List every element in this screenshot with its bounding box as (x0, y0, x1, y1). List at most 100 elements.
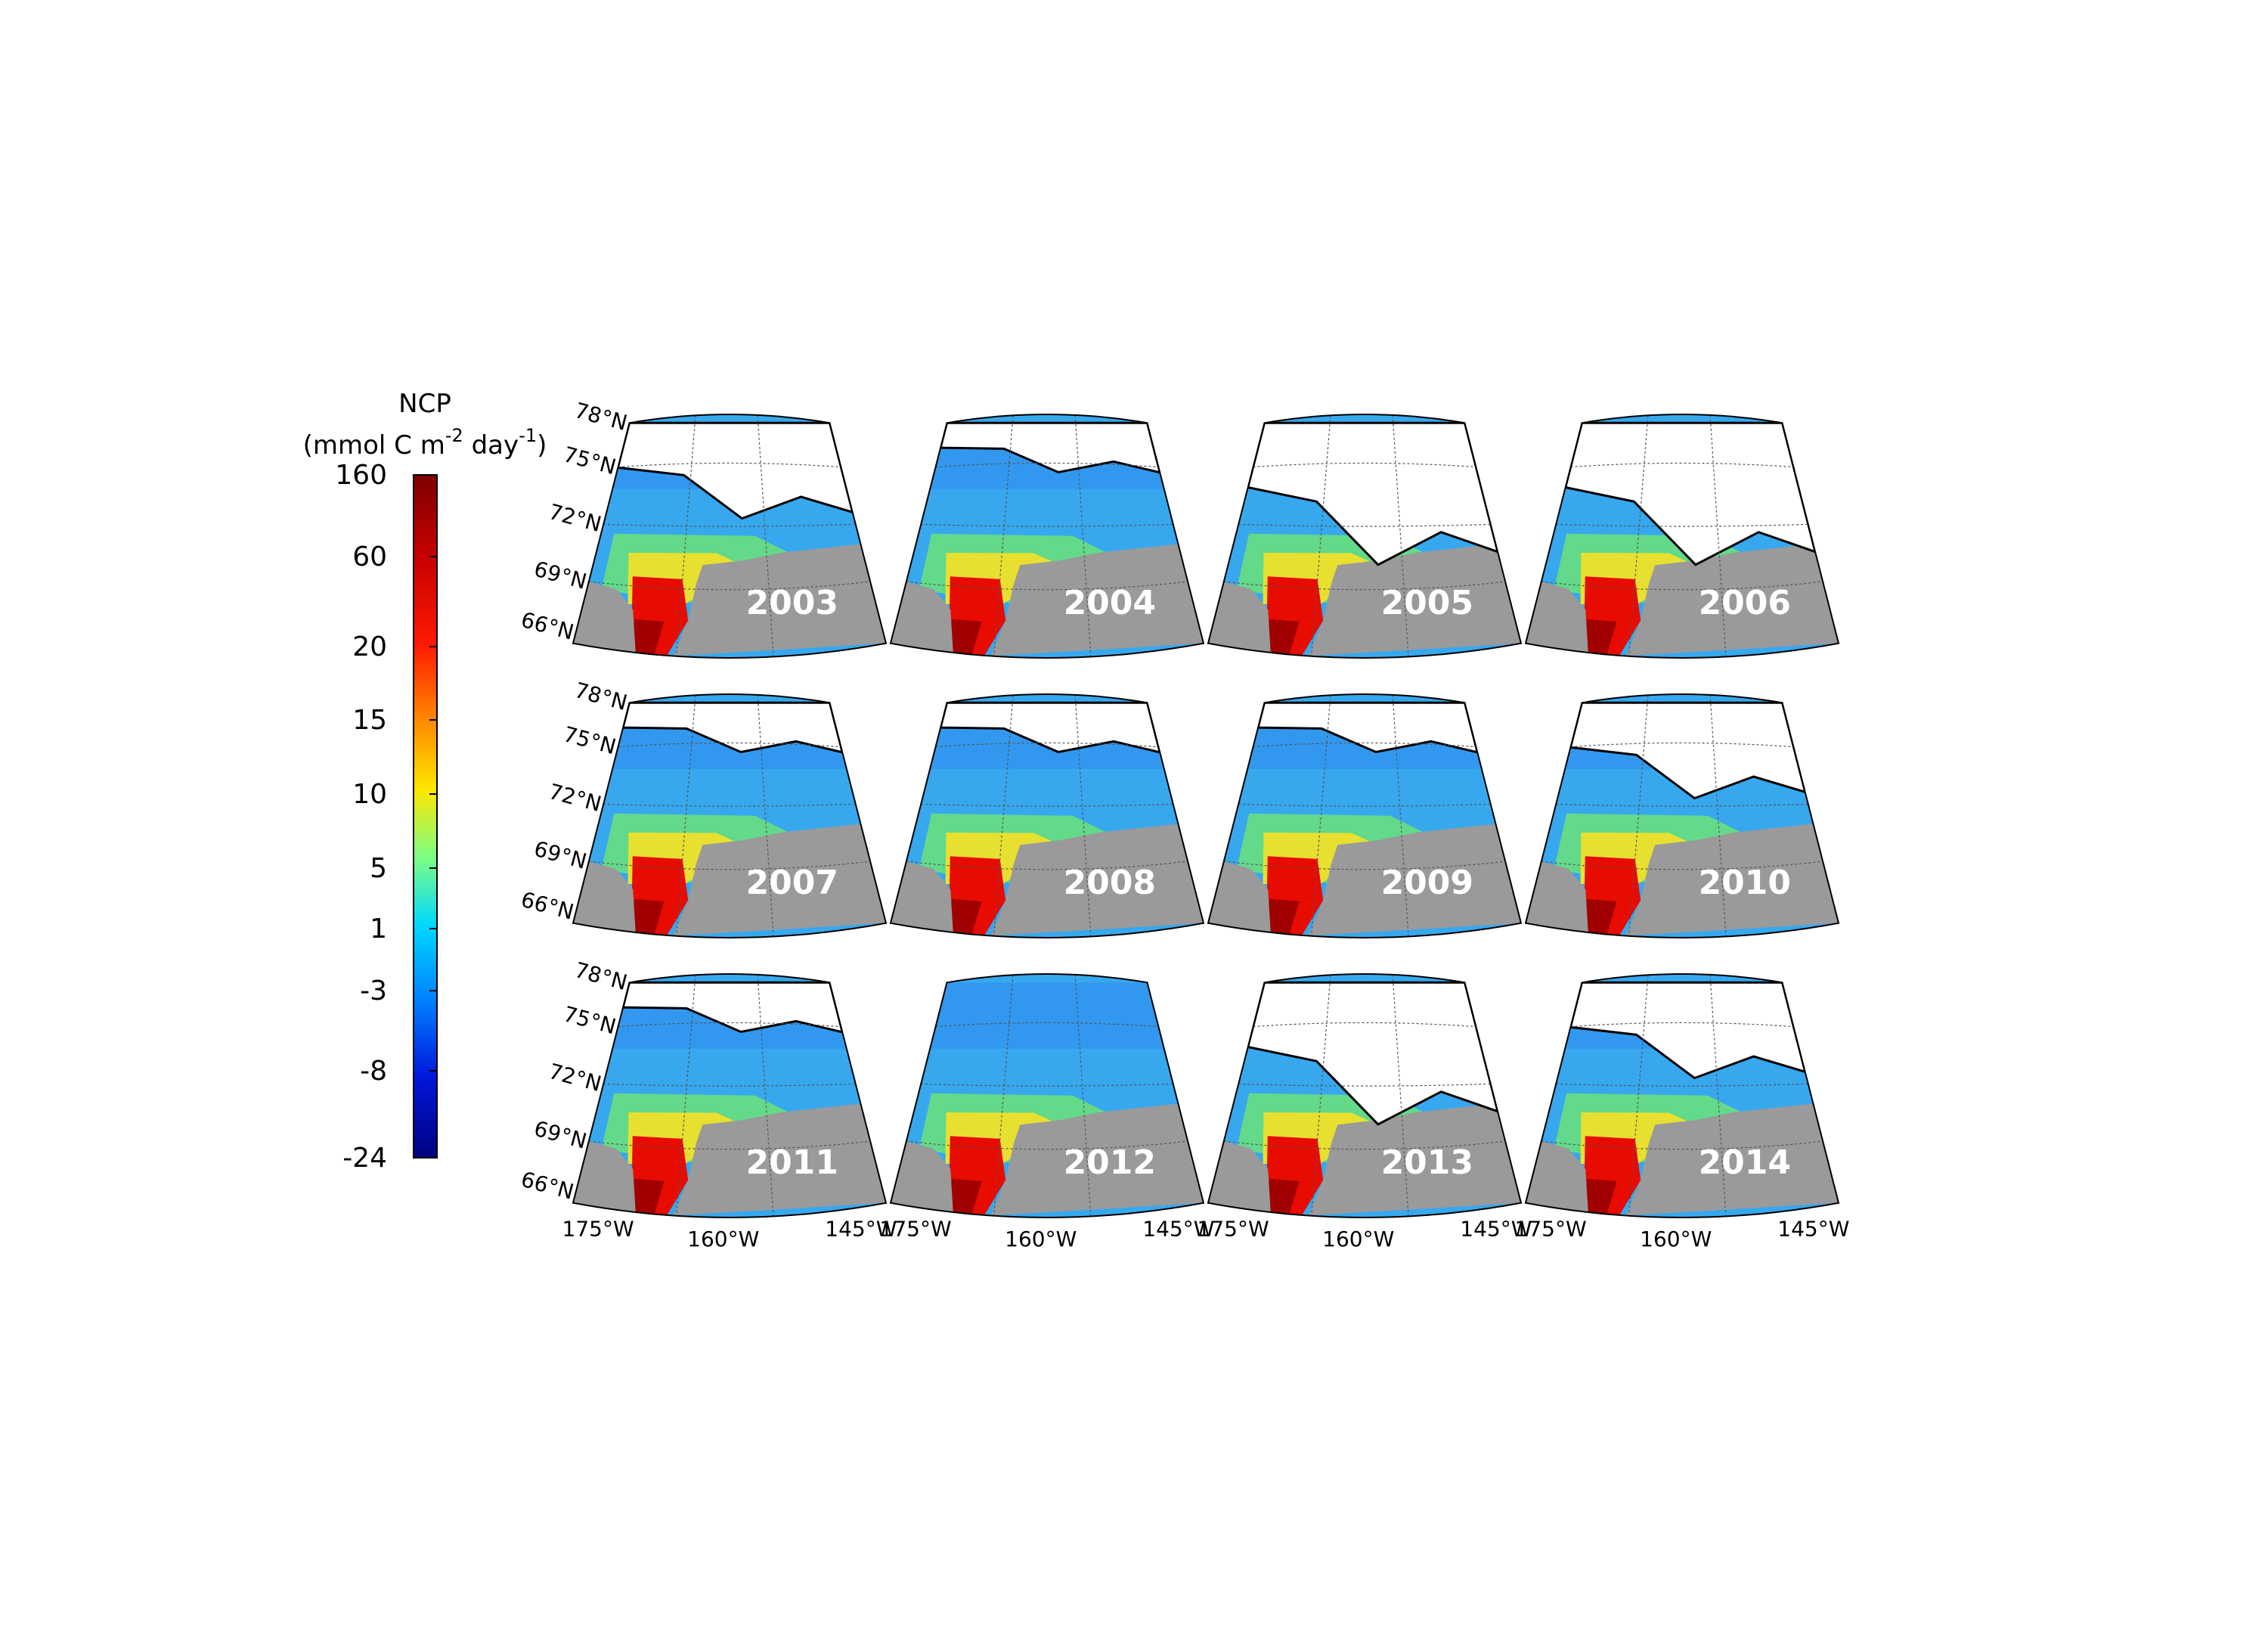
map-panel-2009: 2009 (1207, 693, 1523, 939)
year-label: 2014 (1699, 1143, 1791, 1182)
longitude-line (1628, 695, 1649, 936)
map-frame (889, 413, 1205, 659)
latitude-label: 66°N (519, 1167, 577, 1205)
map-panel-2013: 2013 175°W 160°W 145°W (1198, 972, 1532, 1252)
longitude-label: 145°W (825, 1216, 897, 1241)
latitude-label: 66°N (519, 607, 577, 645)
map-panel-2012: 2012 175°W 160°W 145°W (880, 972, 1214, 1252)
longitude-line (1709, 414, 1727, 657)
latitude-line (1556, 523, 1808, 527)
land-alaska (673, 1103, 886, 1216)
land-alaska (673, 824, 886, 936)
latitude-line (1556, 1083, 1808, 1087)
latitude-label: 72°N (546, 499, 604, 537)
latitude-label: 78°N (572, 678, 631, 715)
longitude-line (993, 975, 1014, 1216)
longitude-line (1392, 414, 1409, 657)
map-frame (889, 972, 1205, 1219)
land-chukotka (573, 582, 636, 653)
longitude-line (1628, 975, 1649, 1216)
colorbar-unit: (mmol C m-2 day-1) (303, 425, 547, 461)
map-panel-2006: 2006 (1524, 413, 1840, 659)
latitude-label: 72°N (546, 779, 604, 817)
year-label: 2011 (746, 1143, 838, 1182)
peak-productivity (1582, 898, 1617, 935)
latitude-line (1541, 861, 1823, 870)
land-alaska (1625, 824, 1839, 936)
longitude-line (993, 695, 1014, 936)
latitude-line (1253, 1022, 1476, 1028)
longitude-line (1709, 694, 1727, 937)
map-frame (572, 693, 888, 939)
latitude-line (588, 1140, 871, 1150)
longitude-line (676, 975, 696, 1216)
colorbar-tick-label: 5 (370, 853, 387, 884)
longitude-line (1311, 975, 1331, 1216)
colorbar-tick-label: -24 (342, 1143, 387, 1174)
colorbar-tick-label: 60 (352, 541, 387, 572)
map-panels: 2003 78°N 75°N 72°N 69°N 66°N 2004 2005 2006 2007… (519, 398, 1850, 1252)
year-label: 2007 (746, 864, 838, 902)
map-frame (1524, 413, 1840, 659)
longitude-line (676, 695, 696, 936)
latitude-line (1253, 462, 1476, 468)
colorbar-tick-label: 1 (370, 914, 387, 945)
map-frame (572, 413, 888, 659)
latitude-label: 69°N (531, 1116, 590, 1154)
latitude-line (603, 523, 856, 527)
latitude-line (1223, 1140, 1506, 1150)
land-chukotka (891, 1141, 953, 1212)
longitude-line (757, 414, 774, 657)
longitude-line (1311, 695, 1331, 936)
year-label: 2012 (1064, 1143, 1156, 1182)
longitude-label: 160°W (1005, 1227, 1077, 1252)
latitude-line (1541, 1140, 1823, 1150)
latitude-line (906, 1140, 1188, 1150)
year-label: 2009 (1381, 864, 1473, 902)
latitude-line (1238, 803, 1491, 807)
peak-productivity (1582, 619, 1617, 655)
peak-productivity (947, 1178, 982, 1214)
latitude-line (921, 1083, 1173, 1087)
land-chukotka (573, 861, 636, 932)
land-chukotka (1208, 861, 1271, 932)
longitude-label: 175°W (1198, 1216, 1269, 1241)
latitude-label: 78°N (572, 957, 631, 995)
latitude-line (588, 861, 871, 870)
longitude-line (1392, 974, 1409, 1217)
longitude-line (993, 415, 1014, 656)
latitude-label: 78°N (572, 398, 631, 436)
latitude-line (1556, 803, 1808, 807)
year-label: 2004 (1064, 584, 1156, 622)
land-chukotka (1208, 1141, 1271, 1212)
map-panel-2003: 2003 78°N 75°N 72°N 69°N 66°N (519, 398, 888, 659)
colorbar-gradient (413, 474, 438, 1159)
latitude-line (618, 462, 841, 468)
map-frame (1207, 972, 1523, 1219)
colorbar-tick-label: 20 (352, 631, 387, 662)
colorbar-tick-label: -3 (360, 976, 387, 1007)
map-frame (1524, 972, 1840, 1219)
latitude-line (906, 861, 1188, 870)
latitude-line (1238, 1083, 1491, 1087)
year-label: 2006 (1699, 584, 1791, 622)
longitude-line (1074, 694, 1092, 937)
longitude-label: 160°W (1640, 1227, 1712, 1252)
latitude-line (603, 803, 856, 807)
latitude-line (921, 803, 1173, 807)
map-panel-2007: 2007 78°N 75°N 72°N 69°N 66°N (519, 678, 888, 939)
land-alaska (990, 1103, 1204, 1216)
map-panel-2014: 2014 175°W 160°W 145°W (1515, 972, 1849, 1252)
year-label: 2003 (746, 584, 838, 622)
year-label: 2010 (1699, 864, 1791, 902)
latitude-label: 75°N (561, 442, 619, 479)
longitude-label: 160°W (687, 1227, 759, 1252)
peak-productivity (1264, 619, 1300, 655)
map-frame (1207, 413, 1523, 659)
land-alaska (1308, 824, 1521, 936)
longitude-label: 175°W (880, 1216, 952, 1241)
colorbar: NCP (mmol C m-2 day-1) 160 60 20 15 10 5 1 -3 -8… (303, 389, 547, 1174)
map-frame (1207, 693, 1523, 939)
latitude-line (1570, 1022, 1794, 1028)
